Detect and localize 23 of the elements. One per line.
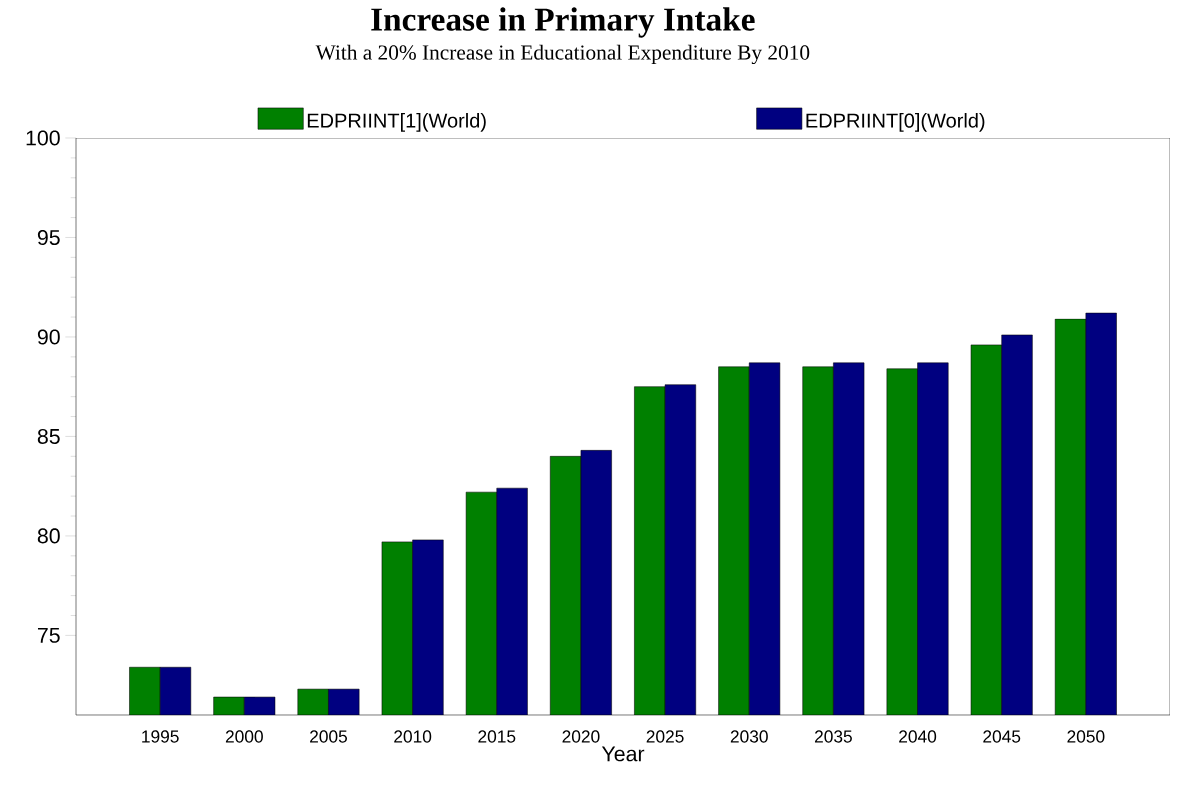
x-tick-label: 2010	[394, 730, 432, 743]
y-tick-label: 80	[37, 528, 60, 544]
x-axis-title: Year	[601, 746, 645, 762]
y-tick-label: 95	[37, 229, 60, 246]
y-tick-label: 100	[26, 130, 60, 146]
x-tick-label: 2005	[310, 730, 348, 743]
x-tick-label: 2045	[983, 730, 1021, 743]
x-tick-label: 2020	[562, 730, 600, 743]
legend-label: EDPRIINT[1](World)	[307, 113, 486, 132]
legend-label: EDPRIINT[0](World)	[806, 113, 985, 132]
x-tick-label: 2025	[646, 730, 684, 743]
y-tick-label: 90	[37, 329, 60, 345]
chart-title: Increase in Primary Intake	[371, 7, 755, 38]
x-tick-label: 2030	[730, 730, 768, 743]
x-tick-label: 2035	[814, 730, 852, 743]
y-tick-label: 75	[37, 627, 60, 643]
x-tick-label: 2050	[1067, 730, 1105, 743]
x-tick-label: 2015	[478, 730, 516, 743]
y-tick-label: 85	[37, 428, 60, 444]
x-tick-label: 2040	[899, 730, 937, 743]
x-tick-label: 1995	[142, 730, 179, 743]
chart-subtitle: With a 20% Increase in Educational Expenditure By 2010	[315, 44, 810, 65]
x-tick-label: 2000	[225, 730, 263, 743]
